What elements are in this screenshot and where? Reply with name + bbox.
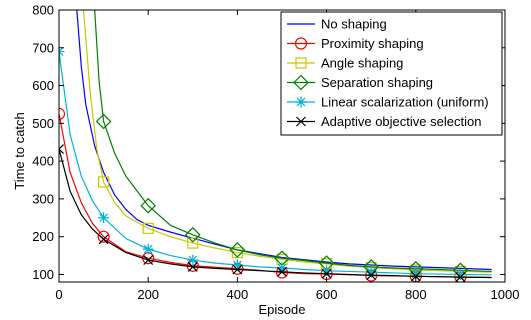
y-tick-label: 400 <box>32 154 54 169</box>
legend-box <box>280 11 503 136</box>
data-point <box>98 234 109 245</box>
series-line <box>59 148 492 279</box>
data-point <box>140 197 157 214</box>
y-tick-label: 300 <box>32 191 54 206</box>
y-tick-label: 700 <box>32 40 54 55</box>
x-tick-label: 800 <box>405 287 427 302</box>
data-point <box>187 261 198 272</box>
data-point <box>276 262 288 274</box>
data-point <box>59 144 64 154</box>
y-tick-label: 600 <box>32 78 54 93</box>
x-tick-label: 200 <box>137 287 159 302</box>
series-line <box>59 51 492 276</box>
data-point <box>229 242 246 258</box>
x-tick-label: 1000 <box>491 287 520 302</box>
data-point <box>59 107 66 120</box>
data-point <box>321 265 333 277</box>
data-point <box>187 237 199 249</box>
legend-marker <box>295 57 307 69</box>
x-tick-label: 400 <box>227 287 249 302</box>
y-tick-label: 500 <box>32 116 54 131</box>
data-point <box>142 243 154 255</box>
data-point <box>143 255 154 266</box>
legend-label: Separation shaping <box>321 75 433 90</box>
series-5 <box>59 144 492 282</box>
data-point <box>365 266 377 278</box>
x-tick-label: 600 <box>316 287 338 302</box>
y-tick-label: 100 <box>32 267 54 282</box>
legend-item: Linear scalarization (uniform) <box>287 95 489 110</box>
data-point <box>95 113 112 130</box>
data-point <box>97 230 110 243</box>
data-point <box>142 222 154 234</box>
x-tick-label: 0 <box>55 287 62 302</box>
legend-label: Angle shaping <box>321 56 403 71</box>
legend-label: Adaptive objective selection <box>321 114 481 129</box>
data-point <box>232 264 243 275</box>
legend-marker <box>295 96 307 108</box>
y-tick-label: 200 <box>32 229 54 244</box>
legend: No shaping Proximity shaping Angle shaping… <box>280 11 503 136</box>
legend-marker <box>294 37 308 50</box>
legend-item: Adaptive objective selection <box>287 114 481 129</box>
data-point <box>277 266 287 277</box>
legend-item: Proximity shaping <box>287 36 424 51</box>
legend-item: Separation shaping <box>287 74 433 91</box>
data-point <box>97 176 110 188</box>
data-point <box>410 268 422 280</box>
y-axis-label: Time to catch <box>12 112 27 190</box>
legend-marker <box>293 74 309 91</box>
x-axis-label: Episode <box>259 302 306 317</box>
data-point <box>410 271 421 282</box>
data-point <box>231 259 243 271</box>
legend-label: Linear scalarization (uniform) <box>321 95 489 110</box>
series-4 <box>59 46 492 280</box>
data-point <box>184 226 201 243</box>
data-point <box>98 212 110 224</box>
plot-frame <box>58 9 506 283</box>
data-point <box>454 268 466 280</box>
y-tick-label: 800 <box>32 3 54 18</box>
legend-item: No shaping <box>287 17 387 32</box>
legend-item: Angle shaping <box>287 56 403 71</box>
legend-marker <box>296 116 306 127</box>
legend-label: No shaping <box>321 17 387 32</box>
data-point <box>455 272 466 282</box>
data-point <box>366 270 377 281</box>
series-line <box>82 10 492 273</box>
data-point <box>187 254 199 266</box>
legend-label: Proximity shaping <box>321 36 424 51</box>
data-point <box>321 268 332 279</box>
